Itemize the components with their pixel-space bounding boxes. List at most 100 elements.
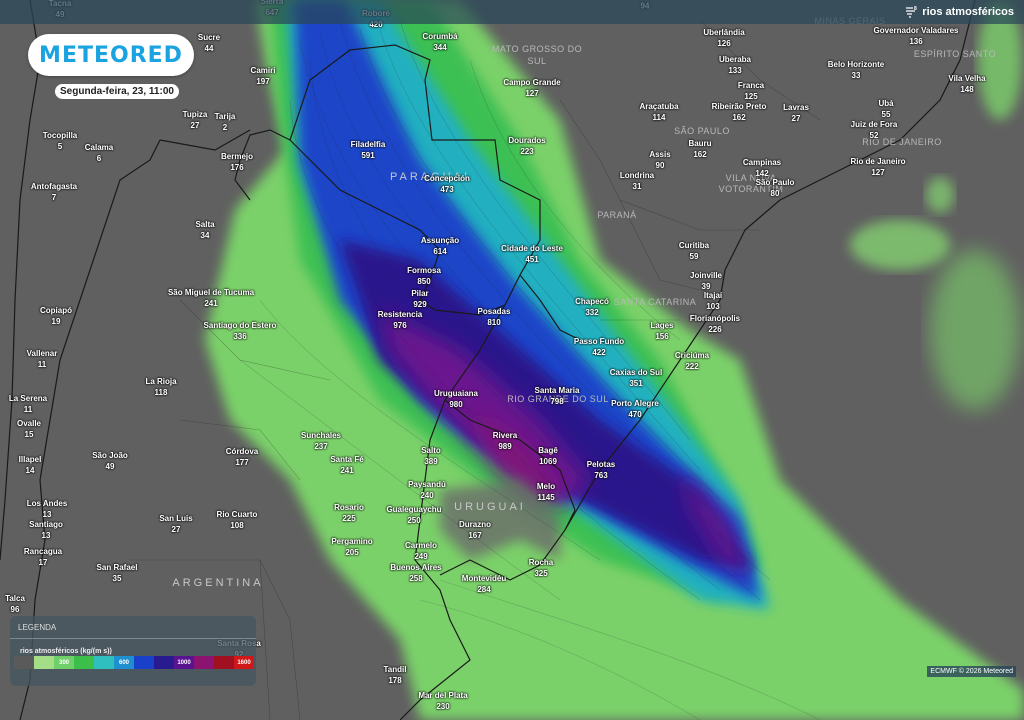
city-marker[interactable]: Londrina 31 [620,170,654,192]
city-marker[interactable]: Vila Velha 148 [948,73,985,95]
city-value: 177 [235,458,249,467]
city-marker[interactable]: Uruguaiana 980 [434,388,478,410]
legend-swatch [214,656,234,669]
region-label: VOTORANTIM [718,184,784,194]
city-name: Florianópolis [689,314,741,323]
city-marker[interactable]: Campo Grande 127 [503,77,560,99]
city-marker[interactable]: Juiz de Fora 52 [851,119,898,141]
city-marker[interactable]: Los Andes 13 [27,498,68,520]
city-marker[interactable]: Copiapó 19 [40,305,72,327]
city-marker[interactable]: Formosa 850 [407,265,441,287]
city-value: 197 [256,77,270,86]
city-marker[interactable]: Mar del Plata 230 [418,690,467,712]
city-marker[interactable]: Rosario 225 [334,502,364,524]
city-value: 127 [871,168,885,177]
city-marker[interactable]: São João 49 [92,450,128,472]
city-marker[interactable]: Ovalle 15 [17,418,41,440]
city-marker[interactable]: Pilar 929 [411,288,428,310]
city-marker[interactable]: Bermejo 176 [221,151,253,173]
city-marker[interactable]: Governador Valadares 136 [874,25,959,47]
city-marker[interactable]: Posadas 810 [478,306,511,328]
city-name: San Rafael [96,563,138,572]
city-marker[interactable]: Antofagasta 7 [31,181,77,203]
city-marker[interactable]: Assunção 614 [421,235,459,257]
city-marker[interactable]: Tarija 2 [215,111,236,133]
city-marker[interactable]: Gualeguaychu 250 [386,504,441,526]
city-marker[interactable]: Salto 389 [421,445,441,467]
city-marker[interactable]: Buenos Aires 258 [390,562,441,584]
city-marker[interactable]: Campinas 142 [743,157,781,179]
city-marker[interactable]: Calama 6 [85,142,113,164]
city-marker[interactable]: Illapel 14 [19,454,42,476]
city-marker[interactable]: Rio Cuarto 108 [217,509,258,531]
city-marker[interactable]: Belo Horizonte 33 [828,59,884,81]
city-marker[interactable]: Franca 125 [738,80,764,102]
city-marker[interactable]: Salta 34 [195,219,214,241]
city-marker[interactable]: Sucre 44 [198,32,220,54]
legend-title: LEGENDA [18,623,57,632]
city-marker[interactable]: Bagê 1069 [538,445,558,467]
city-marker[interactable]: Cidade do Leste 451 [501,243,563,265]
city-value: 39 [701,282,711,291]
city-marker[interactable]: Camiri 197 [251,65,276,87]
city-marker[interactable]: Uberlândia 126 [703,27,744,49]
city-value: 240 [420,491,434,500]
city-marker[interactable]: Santiago do Estero 336 [204,320,277,342]
city-name: Los Andes [26,499,68,508]
city-marker[interactable]: Durazno 167 [459,519,491,541]
city-marker[interactable]: Sunchales 237 [301,430,341,452]
city-marker[interactable]: Chapecó 332 [575,296,609,318]
city-marker[interactable]: Tocopilla 5 [43,130,78,152]
city-marker[interactable]: Assis 90 [649,149,670,171]
city-marker[interactable]: Córdova 177 [226,446,258,468]
city-marker[interactable]: Santiago 13 [29,519,63,541]
city-marker[interactable]: Rocha 325 [529,557,553,579]
city-marker[interactable]: Talca 96 [5,593,25,615]
city-marker[interactable]: Concepción 473 [424,173,470,195]
city-marker[interactable]: Montevidéu 284 [462,573,506,595]
city-marker[interactable]: Passo Fundo 422 [574,336,624,358]
city-marker[interactable]: Curitiba 59 [679,240,709,262]
city-marker[interactable]: San Luis 27 [159,513,192,535]
city-marker[interactable]: La Rioja 118 [145,376,176,398]
forecast-datetime[interactable]: Segunda-feira, 23, 11:00 [55,84,179,99]
city-marker[interactable]: Rancagua 17 [24,546,62,568]
city-marker[interactable]: Araçatuba 114 [639,101,678,123]
river-purple-core [380,310,590,510]
city-marker[interactable]: São Miguel de Tucuma 241 [168,287,254,309]
city-marker[interactable]: Caxias do Sul 351 [610,367,662,389]
city-marker[interactable]: Lavras 27 [783,102,809,124]
city-marker[interactable]: Rio de Janeiro 127 [850,156,905,178]
city-marker[interactable]: Ubá 55 [878,98,893,120]
city-marker[interactable]: La Serena 11 [9,393,47,415]
city-marker[interactable]: Porto Alegre 470 [611,398,659,420]
city-marker[interactable]: Lages 156 [650,320,673,342]
city-marker[interactable]: Paysandú 240 [408,479,446,501]
city-marker[interactable]: Bauru 162 [688,138,711,160]
city-marker[interactable]: San Rafael 35 [97,562,138,584]
city-marker[interactable]: Joinville 39 [690,270,722,292]
city-marker[interactable]: Filadelfia 591 [351,139,386,161]
city-marker[interactable]: Florianópolis 226 [690,313,740,335]
city-marker[interactable]: São Paulo 80 [756,177,795,199]
city-marker[interactable]: Resistencia 976 [378,309,422,331]
city-marker[interactable]: Rivera 989 [493,430,517,452]
meteored-logo[interactable]: METEORED [28,34,194,76]
city-marker[interactable]: Vallenar 11 [27,348,58,370]
city-marker[interactable]: Criciúma 222 [675,350,709,372]
city-marker[interactable]: Pelotas 763 [587,459,615,481]
city-marker[interactable]: Carmelo 249 [405,540,437,562]
city-marker[interactable]: Tupiza 27 [183,109,208,131]
city-marker[interactable]: Itajaí 103 [704,290,722,312]
city-marker[interactable]: Tandil 178 [384,664,407,686]
city-marker[interactable]: Pergamino 205 [331,536,372,558]
city-marker[interactable]: Santa Fé 241 [330,454,363,476]
city-marker[interactable]: Uberaba 133 [719,54,751,76]
city-marker[interactable]: Melo 1145 [537,481,555,503]
city-marker[interactable]: Dourados 223 [508,135,545,157]
city-marker[interactable]: Santa Maria 798 [535,385,580,407]
layer-selector[interactable]: 8 rios atmosféricos [904,5,1014,19]
city-marker[interactable]: Corumbá 344 [422,31,457,53]
city-marker[interactable]: Ribeirão Preto 162 [712,101,767,123]
